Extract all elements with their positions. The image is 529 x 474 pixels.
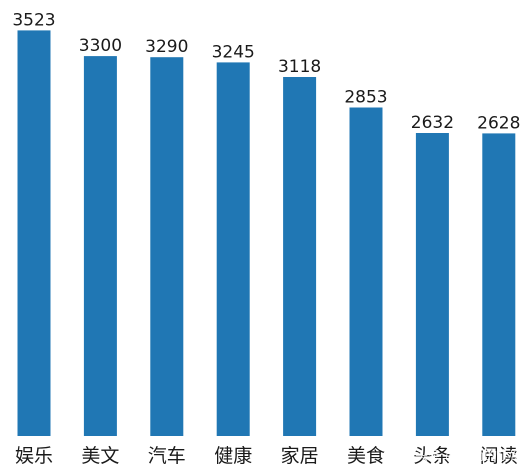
bar-6 <box>415 133 449 436</box>
value-label-6: 2632 <box>411 113 454 133</box>
bar-4 <box>283 77 317 436</box>
bar-5 <box>349 107 383 436</box>
bar-0 <box>17 30 51 437</box>
value-label-5: 2853 <box>344 88 387 108</box>
category-label-3: 健康 <box>214 445 252 467</box>
category-label-2: 汽车 <box>148 445 186 467</box>
value-label-7: 2628 <box>477 113 520 133</box>
value-label-2: 3290 <box>145 37 188 57</box>
bar-2 <box>150 57 184 436</box>
category-labels-group: 娱乐 美文 汽车 健康 家居 美食 头条 阅读 <box>15 445 518 467</box>
bars-group <box>17 30 516 437</box>
category-label-4: 家居 <box>281 445 319 467</box>
watermark-text: 头条 @雾雨的小窝 <box>415 448 523 464</box>
category-label-1: 美文 <box>81 445 119 467</box>
category-label-0: 娱乐 <box>15 445 53 467</box>
bar-3 <box>216 62 250 437</box>
value-label-0: 3523 <box>12 10 55 30</box>
value-labels-group: 3523 3300 3290 3245 3118 2853 2632 2628 <box>12 10 520 133</box>
value-label-1: 3300 <box>79 36 122 56</box>
bar-7 <box>482 133 516 436</box>
bar-1 <box>83 56 117 436</box>
value-label-4: 3118 <box>278 57 321 77</box>
category-label-5: 美食 <box>347 445 385 467</box>
value-label-3: 3245 <box>212 42 255 62</box>
category-label-7: 阅读 <box>480 445 518 467</box>
category-label-6: 头条 <box>413 445 451 467</box>
